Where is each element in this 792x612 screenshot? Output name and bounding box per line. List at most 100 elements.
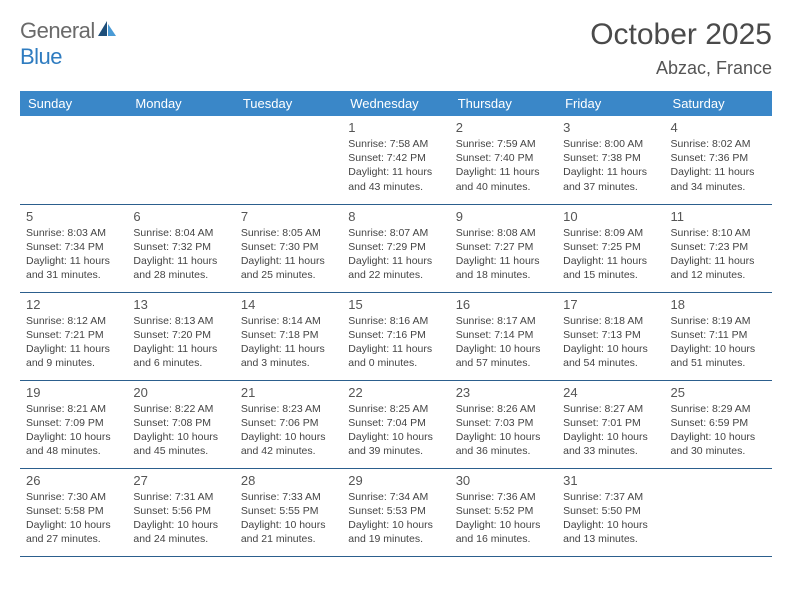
calendar-header-row: SundayMondayTuesdayWednesdayThursdayFrid…	[20, 91, 772, 116]
day-number: 5	[26, 209, 121, 224]
calendar-row: 5 Sunrise: 8:03 AMSunset: 7:34 PMDaylight…	[20, 204, 772, 292]
cell-body: Sunrise: 8:08 AMSunset: 7:27 PMDaylight:…	[456, 226, 551, 283]
day-number: 30	[456, 473, 551, 488]
calendar-cell	[20, 116, 127, 204]
cell-body: Sunrise: 8:00 AMSunset: 7:38 PMDaylight:…	[563, 137, 658, 194]
day-number: 22	[348, 385, 443, 400]
calendar-cell: 8 Sunrise: 8:07 AMSunset: 7:29 PMDaylight…	[342, 204, 449, 292]
day-number: 8	[348, 209, 443, 224]
cell-body: Sunrise: 8:07 AMSunset: 7:29 PMDaylight:…	[348, 226, 443, 283]
cell-body: Sunrise: 8:12 AMSunset: 7:21 PMDaylight:…	[26, 314, 121, 371]
calendar-cell: 28Sunrise: 7:33 AMSunset: 5:55 PMDayligh…	[235, 468, 342, 556]
calendar-cell: 9 Sunrise: 8:08 AMSunset: 7:27 PMDaylight…	[450, 204, 557, 292]
calendar-cell	[235, 116, 342, 204]
day-number: 20	[133, 385, 228, 400]
calendar-cell: 14 Sunrise: 8:14 AMSunset: 7:18 PMDayligh…	[235, 292, 342, 380]
day-number: 28	[241, 473, 336, 488]
day-number: 14	[241, 297, 336, 312]
calendar-cell: 5 Sunrise: 8:03 AMSunset: 7:34 PMDaylight…	[20, 204, 127, 292]
day-header: Friday	[557, 91, 664, 116]
day-number: 23	[456, 385, 551, 400]
month-title: October 2025	[590, 18, 772, 52]
day-header: Monday	[127, 91, 234, 116]
calendar-cell: 6 Sunrise: 8:04 AMSunset: 7:32 PMDaylight…	[127, 204, 234, 292]
day-header: Wednesday	[342, 91, 449, 116]
header: GeneralBlue October 2025 Abzac, France	[20, 18, 772, 79]
calendar-cell: 25Sunrise: 8:29 AMSunset: 6:59 PMDayligh…	[665, 380, 772, 468]
calendar-cell: 12Sunrise: 8:12 AMSunset: 7:21 PMDayligh…	[20, 292, 127, 380]
day-number: 13	[133, 297, 228, 312]
calendar-cell: 13Sunrise: 8:13 AMSunset: 7:20 PMDayligh…	[127, 292, 234, 380]
day-number: 9	[456, 209, 551, 224]
day-number: 31	[563, 473, 658, 488]
day-number: 19	[26, 385, 121, 400]
cell-body: Sunrise: 8:16 AMSunset: 7:16 PMDaylight:…	[348, 314, 443, 371]
sail-icon	[97, 18, 117, 44]
day-number: 11	[671, 209, 766, 224]
day-number: 4	[671, 120, 766, 135]
calendar-row: 26 Sunrise: 7:30 AMSunset: 5:58 PMDayligh…	[20, 468, 772, 556]
cell-body: Sunrise: 8:26 AMSunset: 7:03 PMDaylight:…	[456, 402, 551, 459]
location: Abzac, France	[590, 58, 772, 79]
calendar-cell: 1Sunrise: 7:58 AMSunset: 7:42 PMDaylight…	[342, 116, 449, 204]
day-header: Thursday	[450, 91, 557, 116]
cell-body: Sunrise: 7:59 AMSunset: 7:40 PMDaylight:…	[456, 137, 551, 194]
calendar-cell: 19 Sunrise: 8:21 AMSunset: 7:09 PMDayligh…	[20, 380, 127, 468]
calendar-body: 1Sunrise: 7:58 AMSunset: 7:42 PMDaylight…	[20, 116, 772, 556]
logo-text: GeneralBlue	[20, 18, 117, 70]
calendar-cell: 30Sunrise: 7:36 AMSunset: 5:52 PMDayligh…	[450, 468, 557, 556]
calendar-cell: 11 Sunrise: 8:10 AMSunset: 7:23 PMDayligh…	[665, 204, 772, 292]
day-number: 10	[563, 209, 658, 224]
cell-body: Sunrise: 8:21 AMSunset: 7:09 PMDaylight:…	[26, 402, 121, 459]
cell-body: Sunrise: 7:37 AMSunset: 5:50 PMDaylight:…	[563, 490, 658, 547]
cell-body: Sunrise: 8:23 AMSunset: 7:06 PMDaylight:…	[241, 402, 336, 459]
cell-body: Sunrise: 8:02 AMSunset: 7:36 PMDaylight:…	[671, 137, 766, 194]
cell-body: Sunrise: 8:22 AMSunset: 7:08 PMDaylight:…	[133, 402, 228, 459]
cell-body: Sunrise: 8:04 AMSunset: 7:32 PMDaylight:…	[133, 226, 228, 283]
cell-body: Sunrise: 7:30 AMSunset: 5:58 PMDaylight:…	[26, 490, 121, 547]
cell-body: Sunrise: 7:34 AMSunset: 5:53 PMDaylight:…	[348, 490, 443, 547]
calendar-row: 19 Sunrise: 8:21 AMSunset: 7:09 PMDayligh…	[20, 380, 772, 468]
cell-body: Sunrise: 8:05 AMSunset: 7:30 PMDaylight:…	[241, 226, 336, 283]
calendar-cell: 4 Sunrise: 8:02 AMSunset: 7:36 PMDaylight…	[665, 116, 772, 204]
cell-body: Sunrise: 8:25 AMSunset: 7:04 PMDaylight:…	[348, 402, 443, 459]
cell-body: Sunrise: 8:14 AMSunset: 7:18 PMDaylight:…	[241, 314, 336, 371]
calendar-cell	[127, 116, 234, 204]
calendar-cell: 7 Sunrise: 8:05 AMSunset: 7:30 PMDaylight…	[235, 204, 342, 292]
cell-body: Sunrise: 8:03 AMSunset: 7:34 PMDaylight:…	[26, 226, 121, 283]
day-number: 24	[563, 385, 658, 400]
calendar-cell: 10 Sunrise: 8:09 AMSunset: 7:25 PMDayligh…	[557, 204, 664, 292]
calendar-cell: 2 Sunrise: 7:59 AMSunset: 7:40 PMDaylight…	[450, 116, 557, 204]
day-number: 7	[241, 209, 336, 224]
day-header: Saturday	[665, 91, 772, 116]
day-number: 16	[456, 297, 551, 312]
calendar-cell: 21 Sunrise: 8:23 AMSunset: 7:06 PMDayligh…	[235, 380, 342, 468]
title-block: October 2025 Abzac, France	[590, 18, 772, 79]
day-number: 21	[241, 385, 336, 400]
day-number: 2	[456, 120, 551, 135]
calendar-cell: 24Sunrise: 8:27 AMSunset: 7:01 PMDayligh…	[557, 380, 664, 468]
day-header: Tuesday	[235, 91, 342, 116]
calendar-cell: 27Sunrise: 7:31 AMSunset: 5:56 PMDayligh…	[127, 468, 234, 556]
day-number: 6	[133, 209, 228, 224]
calendar-cell: 22 Sunrise: 8:25 AMSunset: 7:04 PMDayligh…	[342, 380, 449, 468]
calendar-cell: 18Sunrise: 8:19 AMSunset: 7:11 PMDayligh…	[665, 292, 772, 380]
calendar-row: 1Sunrise: 7:58 AMSunset: 7:42 PMDaylight…	[20, 116, 772, 204]
calendar-cell: 31 Sunrise: 7:37 AMSunset: 5:50 PMDayligh…	[557, 468, 664, 556]
calendar-cell: 16 Sunrise: 8:17 AMSunset: 7:14 PMDayligh…	[450, 292, 557, 380]
logo: GeneralBlue	[20, 18, 117, 70]
cell-body: Sunrise: 8:10 AMSunset: 7:23 PMDaylight:…	[671, 226, 766, 283]
calendar-cell: 23 Sunrise: 8:26 AMSunset: 7:03 PMDayligh…	[450, 380, 557, 468]
calendar-row: 12Sunrise: 8:12 AMSunset: 7:21 PMDayligh…	[20, 292, 772, 380]
calendar-cell: 20 Sunrise: 8:22 AMSunset: 7:08 PMDayligh…	[127, 380, 234, 468]
calendar-cell: 17Sunrise: 8:18 AMSunset: 7:13 PMDayligh…	[557, 292, 664, 380]
day-number: 1	[348, 120, 443, 135]
day-number: 25	[671, 385, 766, 400]
cell-body: Sunrise: 8:17 AMSunset: 7:14 PMDaylight:…	[456, 314, 551, 371]
calendar-cell: 3Sunrise: 8:00 AMSunset: 7:38 PMDaylight…	[557, 116, 664, 204]
day-number: 17	[563, 297, 658, 312]
day-number: 15	[348, 297, 443, 312]
cell-body: Sunrise: 7:31 AMSunset: 5:56 PMDaylight:…	[133, 490, 228, 547]
day-number: 26	[26, 473, 121, 488]
cell-body: Sunrise: 8:09 AMSunset: 7:25 PMDaylight:…	[563, 226, 658, 283]
